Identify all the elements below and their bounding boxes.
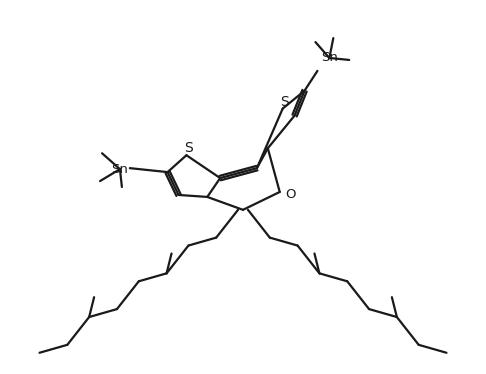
Text: Sn: Sn <box>321 52 338 64</box>
Text: Sn: Sn <box>111 163 128 176</box>
Text: O: O <box>285 188 296 202</box>
Text: S: S <box>184 141 193 155</box>
Text: S: S <box>280 95 289 108</box>
